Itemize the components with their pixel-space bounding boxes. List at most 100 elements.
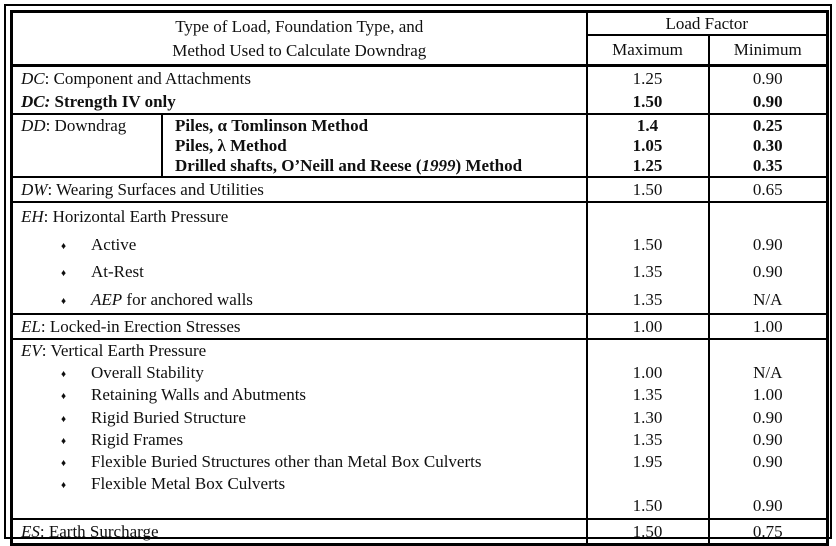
ev-item-flex-buried: ♦ Flexible Buried Structures other than M… bbox=[13, 451, 586, 473]
eh-aep-label: for anchored walls bbox=[122, 289, 253, 309]
row-dw: DW: Wearing Surfaces and Utilities 1.50 … bbox=[10, 176, 829, 203]
el-label: : Locked-in Erection Stresses bbox=[40, 317, 241, 336]
cell-el-min: 1.00 bbox=[707, 313, 829, 340]
value-es-min: 0.75 bbox=[752, 521, 783, 541]
ev-retaining-label: Retaining Walls and Abutments bbox=[91, 385, 307, 405]
value-el-min: 1.00 bbox=[752, 317, 783, 336]
ev-item-flex-metal: ♦ Flexible Metal Box Culverts bbox=[13, 473, 586, 495]
row-dc-block: DC: Component and Attachments DC: Streng… bbox=[10, 64, 829, 115]
dd-drilled-post: ) Method bbox=[455, 156, 523, 175]
dd-code: DD bbox=[21, 116, 46, 135]
row-es: ES: Earth Surcharge 1.50 0.75 bbox=[10, 517, 829, 545]
value-dc-component-min: 0.90 bbox=[752, 69, 783, 88]
bullet-icon: ♦ bbox=[61, 435, 67, 447]
value-eh-blank bbox=[710, 203, 827, 231]
cell-ev-min: N/A 1.00 0.90 0.90 0.90 0.90 bbox=[707, 338, 829, 520]
bullet-icon: ♦ bbox=[61, 295, 67, 307]
value-eh-aep-min: N/A bbox=[753, 289, 783, 309]
ev-flex-buried-label: Flexible Buried Structures other than Me… bbox=[91, 451, 482, 471]
el-code: EL bbox=[21, 317, 41, 336]
value-ev-flex-metal-max: 1.50 bbox=[632, 496, 663, 516]
cell-dd-labels: DD: Downdrag Piles, α Tomlinson Method P… bbox=[10, 113, 588, 178]
value-eh-active-min: 0.90 bbox=[752, 234, 783, 254]
dw-label: : Wearing Surfaces and Utilities bbox=[47, 180, 264, 199]
bullet-icon: ♦ bbox=[61, 413, 67, 425]
ev-code: EV bbox=[21, 341, 42, 360]
value-es-max: 1.50 bbox=[632, 521, 663, 541]
cell-eh-max: 1.50 1.35 1.35 bbox=[585, 201, 710, 315]
el-label-line: EL: Locked-in Erection Stresses bbox=[13, 315, 586, 338]
value-el-max: 1.00 bbox=[632, 317, 663, 336]
dc-component-label: : Component and Attachments bbox=[44, 69, 251, 88]
row-ev-block: EV: Vertical Earth Pressure ♦ Overall Sta… bbox=[10, 338, 829, 520]
bullet-icon: ♦ bbox=[61, 457, 67, 469]
dd-drilled-pre: Drilled shafts, O’Neill and Reese ( bbox=[175, 156, 422, 175]
es-label: : Earth Surcharge bbox=[39, 521, 159, 541]
row-el: EL: Locked-in Erection Stresses 1.00 1.0… bbox=[10, 313, 829, 340]
eh-item-active: ♦ Active bbox=[13, 231, 586, 259]
eh-active-label: Active bbox=[91, 234, 137, 254]
ev-rigid-buried-label: Rigid Buried Structure bbox=[91, 407, 246, 427]
dd-drilled-year: 1999 bbox=[421, 156, 456, 175]
cell-el-label: EL: Locked-in Erection Stresses bbox=[10, 313, 588, 340]
cell-el-max: 1.00 bbox=[585, 313, 710, 340]
dc-code: DC bbox=[21, 69, 45, 88]
ev-rigid-frames-label: Rigid Frames bbox=[91, 429, 184, 449]
header-cell-maximum: Maximum bbox=[585, 34, 710, 67]
eh-aep-code: AEP bbox=[91, 289, 123, 309]
value-dd-tomlinson-max: 1.4 bbox=[636, 116, 659, 135]
value-ev-flex-metal-min: 0.90 bbox=[752, 496, 783, 516]
value-dd-lambda-max: 1.05 bbox=[632, 136, 663, 155]
eh-label: : Horizontal Earth Pressure bbox=[43, 207, 229, 226]
bullet-icon: ♦ bbox=[61, 480, 67, 492]
value-ev-flex-buried-max: 1.95 bbox=[632, 451, 663, 471]
value-ev-rigid-buried-min: 0.90 bbox=[752, 407, 783, 427]
dd-methods-list: Piles, α Tomlinson Method Piles, λ Metho… bbox=[161, 115, 586, 176]
value-ev-flex-buried-min: 0.90 bbox=[752, 451, 783, 471]
cell-dc-min: 0.90 0.90 bbox=[707, 64, 829, 115]
eh-atrest-label: At-Rest bbox=[91, 262, 144, 281]
value-dc-strength-max: 1.50 bbox=[632, 92, 663, 111]
value-dw-max: 1.50 bbox=[632, 180, 663, 199]
row-dc-component: DC: Component and Attachments bbox=[13, 67, 586, 90]
dw-label-line: DW: Wearing Surfaces and Utilities bbox=[13, 178, 586, 201]
value-ev-blank bbox=[588, 340, 708, 362]
dd-method-tomlinson: Piles, α Tomlinson Method bbox=[175, 116, 369, 135]
header-cell-minimum: Minimum bbox=[707, 34, 829, 67]
value-dd-drilled-max: 1.25 bbox=[632, 156, 663, 175]
bullet-icon: ♦ bbox=[61, 369, 67, 381]
value-ev-overall-max: 1.00 bbox=[632, 363, 663, 383]
cell-dd-min: 0.25 0.30 0.35 bbox=[707, 113, 829, 178]
value-eh-atrest-max: 1.35 bbox=[632, 262, 663, 281]
bullet-icon: ♦ bbox=[61, 391, 67, 403]
dc-strength-label: Strength IV only bbox=[50, 92, 176, 111]
eh-item-atrest: ♦ At-Rest bbox=[13, 258, 586, 286]
value-ev-retaining-max: 1.35 bbox=[632, 385, 663, 405]
value-eh-aep-max: 1.35 bbox=[632, 289, 663, 309]
table-outer-frame: Type of Load, Foundation Type, and Metho… bbox=[4, 4, 832, 546]
value-ev-rigid-frames-max: 1.35 bbox=[632, 429, 663, 449]
value-eh-atrest-min: 0.90 bbox=[752, 262, 783, 281]
cell-eh-min: 0.90 0.90 N/A bbox=[707, 201, 829, 315]
value-eh-active-max: 1.50 bbox=[632, 234, 663, 254]
dd-split: DD: Downdrag Piles, α Tomlinson Method P… bbox=[13, 115, 586, 176]
ev-label: : Vertical Earth Pressure bbox=[41, 341, 207, 360]
value-ev-rigid-frames-min: 0.90 bbox=[752, 429, 783, 449]
value-ev-blank bbox=[710, 473, 827, 495]
dw-code: DW bbox=[21, 180, 48, 199]
value-dd-tomlinson-min: 0.25 bbox=[752, 116, 783, 135]
eh-item-aep: ♦ AEP for anchored walls bbox=[13, 286, 586, 314]
load-factors-table: Type of Load, Foundation Type, and Metho… bbox=[10, 10, 830, 546]
ev-item-rigid-buried: ♦ Rigid Buried Structure bbox=[13, 407, 586, 429]
value-ev-blank bbox=[710, 340, 827, 362]
value-dd-drilled-min: 0.35 bbox=[752, 156, 783, 175]
row-dc-strength-iv: DC: Strength IV only bbox=[13, 90, 586, 113]
ev-flex-metal-label: Flexible Metal Box Culverts bbox=[91, 474, 286, 494]
cell-dd-max: 1.4 1.05 1.25 bbox=[585, 113, 710, 178]
cell-dw-label: DW: Wearing Surfaces and Utilities bbox=[10, 176, 588, 203]
eh-header-line: EH: Horizontal Earth Pressure bbox=[13, 203, 586, 231]
value-ev-overall-min: N/A bbox=[753, 363, 783, 383]
header-cell-load-factor: Load Factor bbox=[585, 10, 829, 36]
header-row-top: Type of Load, Foundation Type, and Metho… bbox=[10, 10, 829, 67]
cell-dw-max: 1.50 bbox=[585, 176, 710, 203]
